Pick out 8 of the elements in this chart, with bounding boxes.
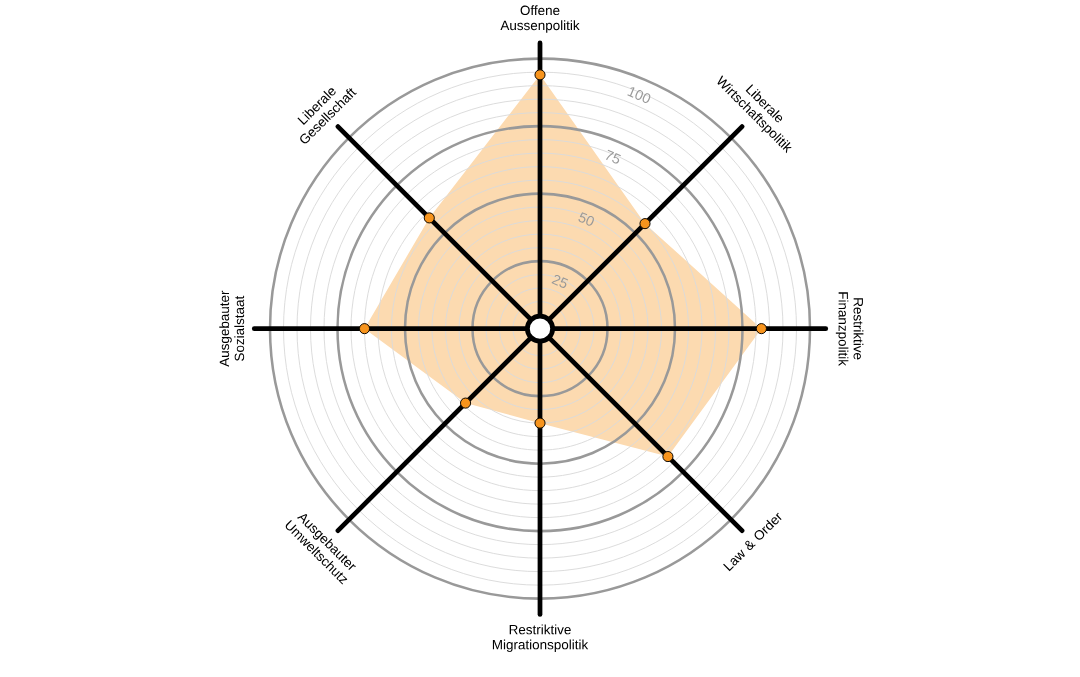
spoke-label: Offene Aussenpolitik bbox=[500, 5, 580, 33]
y-tick-label: 100 bbox=[627, 87, 651, 103]
spoke-label: Restriktive Finanzpolitik bbox=[835, 292, 864, 366]
spoke-label: Restriktive Migrationspolitik bbox=[492, 624, 589, 652]
spoke-label: Ausgebauter Sozialstaat bbox=[219, 290, 245, 367]
y-tick-label: 50 bbox=[578, 211, 594, 226]
y-tick-label: 25 bbox=[551, 274, 569, 288]
y-tick-label: 75 bbox=[605, 149, 621, 164]
